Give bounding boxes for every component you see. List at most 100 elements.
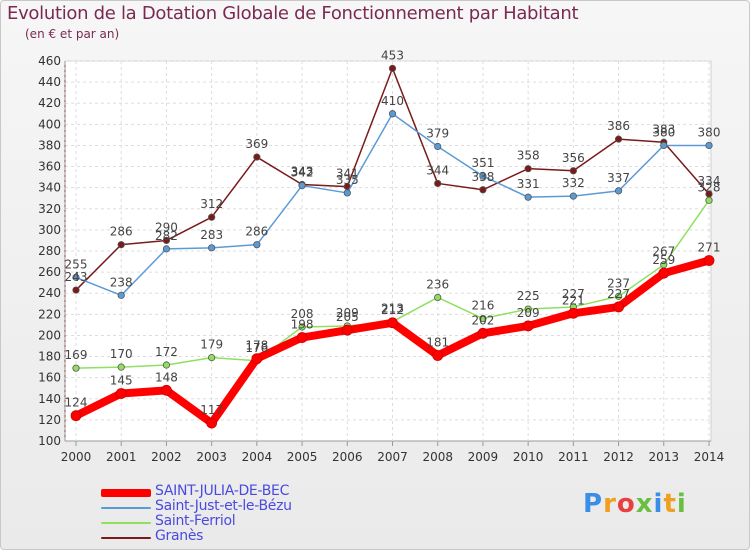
- data-label: 176: [245, 341, 268, 355]
- y-tick-label: 180: [38, 350, 61, 364]
- data-label: 205: [336, 310, 359, 324]
- legend-label: SAINT-JULIA-DE-BEC: [155, 483, 290, 499]
- y-tick-label: 100: [38, 434, 61, 448]
- data-point: [434, 293, 442, 302]
- y-tick-label: 460: [38, 54, 61, 68]
- legend-swatch: [101, 489, 151, 497]
- data-point: [117, 363, 125, 371]
- y-tick-label: 340: [38, 181, 61, 195]
- data-label: 172: [155, 345, 178, 359]
- data-label: 332: [562, 176, 585, 190]
- x-tick-label: 2013: [649, 450, 680, 464]
- data-label: 170: [110, 347, 133, 361]
- data-point: [434, 142, 442, 151]
- data-point: [387, 317, 398, 329]
- data-point: [477, 327, 489, 339]
- data-point: [705, 141, 713, 150]
- data-label: 343: [291, 165, 314, 179]
- y-tick-label: 300: [38, 223, 61, 237]
- data-point: [479, 186, 487, 194]
- data-point: [388, 64, 397, 72]
- data-label: 221: [562, 293, 585, 307]
- legend-swatch: [101, 522, 151, 524]
- data-label: 286: [245, 225, 268, 239]
- data-label: 259: [652, 253, 675, 267]
- data-label: 169: [65, 348, 88, 362]
- data-label: 198: [291, 318, 314, 332]
- y-tick-label: 440: [38, 75, 61, 89]
- data-point: [206, 417, 218, 429]
- data-label: 344: [426, 163, 449, 177]
- data-point: [117, 291, 125, 299]
- data-point: [70, 410, 82, 422]
- data-point: [705, 196, 713, 204]
- data-point: [567, 307, 579, 319]
- data-label: 267: [652, 245, 675, 259]
- x-tick-label: 2006: [332, 450, 363, 464]
- y-tick-label: 120: [38, 413, 61, 427]
- data-label: 213: [381, 302, 404, 316]
- legend-label: Saint-Just-et-le-Bézu: [155, 498, 292, 514]
- y-tick-label: 200: [38, 328, 61, 342]
- data-point: [298, 323, 306, 331]
- data-point: [658, 267, 670, 279]
- data-label: 227: [607, 287, 630, 301]
- data-label: 282: [155, 229, 178, 243]
- legend-label: Saint-Ferriol: [155, 513, 236, 529]
- data-label: 410: [381, 94, 404, 108]
- data-point: [117, 241, 125, 249]
- data-point: [253, 241, 261, 249]
- data-label: 216: [471, 299, 494, 313]
- data-label: 380: [652, 125, 675, 139]
- data-point: [569, 167, 577, 175]
- data-label: 342: [291, 166, 314, 180]
- data-label: 179: [200, 338, 223, 352]
- data-point: [660, 141, 668, 150]
- data-label: 383: [652, 122, 675, 136]
- data-point: [343, 189, 351, 197]
- data-point: [703, 255, 715, 266]
- data-point: [72, 273, 80, 281]
- x-tick-label: 2011: [558, 450, 589, 464]
- y-tick-label: 380: [38, 138, 61, 152]
- data-label: 335: [336, 173, 359, 187]
- x-tick-label: 2000: [61, 450, 92, 464]
- legend-swatch: [101, 537, 151, 539]
- data-label: 379: [426, 127, 449, 141]
- data-label: 386: [607, 119, 630, 133]
- chart-subtitle: (en € et par an): [25, 27, 120, 41]
- y-tick-label: 220: [38, 307, 61, 321]
- y-tick-label: 280: [38, 244, 61, 258]
- data-label: 380: [698, 125, 721, 139]
- data-point: [162, 361, 171, 369]
- data-label: 351: [471, 156, 494, 170]
- y-tick-label: 400: [38, 117, 61, 131]
- data-label: 271: [698, 241, 721, 255]
- x-tick-label: 2009: [468, 450, 499, 464]
- data-label: 356: [562, 151, 585, 165]
- x-tick-label: 2010: [513, 450, 544, 464]
- data-point: [434, 179, 442, 188]
- data-label: 212: [381, 303, 404, 317]
- x-tick-label: 2004: [242, 450, 273, 464]
- y-tick-label: 420: [38, 96, 61, 110]
- data-label: 148: [155, 370, 178, 384]
- data-label: 117: [200, 403, 223, 417]
- data-label: 243: [65, 270, 88, 284]
- data-label: 255: [65, 257, 88, 271]
- data-label: 328: [698, 180, 721, 194]
- x-tick-label: 2001: [106, 450, 137, 464]
- data-point: [524, 165, 532, 173]
- data-label: 286: [110, 225, 133, 239]
- data-label: 331: [517, 177, 540, 191]
- data-label: 145: [110, 374, 133, 388]
- data-point: [388, 110, 397, 118]
- data-label: 178: [245, 339, 268, 353]
- data-point: [341, 324, 353, 336]
- x-tick-label: 2003: [196, 450, 227, 464]
- data-label: 341: [336, 167, 359, 181]
- data-point: [72, 286, 80, 294]
- y-tick-label: 320: [38, 202, 61, 216]
- data-point: [479, 314, 487, 323]
